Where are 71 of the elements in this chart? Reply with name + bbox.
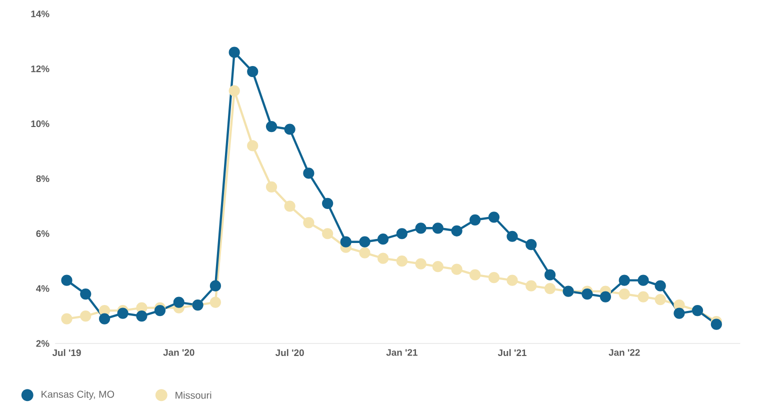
point [228, 46, 240, 58]
point [432, 222, 444, 234]
point [303, 168, 314, 179]
point [117, 308, 128, 319]
point [638, 274, 649, 286]
point [415, 222, 426, 234]
point [488, 272, 500, 284]
y-tick-label: 4% [36, 285, 50, 292]
point [451, 225, 462, 236]
y-tick-label: 12% [31, 65, 50, 72]
y-tick-label: 14% [31, 10, 50, 18]
point [600, 291, 612, 302]
point [618, 288, 630, 300]
point [61, 313, 72, 324]
y-tick-label: 2% [36, 340, 50, 347]
point [173, 296, 184, 308]
point [80, 310, 92, 322]
point [506, 230, 518, 242]
point [470, 269, 481, 280]
point [654, 280, 666, 292]
point [526, 280, 537, 292]
point [654, 294, 666, 306]
y-tick-label: 6% [36, 230, 50, 237]
point [544, 282, 556, 294]
point [266, 181, 278, 192]
x-tick-label: Jan '22 [608, 349, 640, 356]
x-tick-label: Jan '21 [386, 349, 418, 356]
point [544, 269, 556, 280]
point [432, 261, 444, 272]
point [488, 212, 500, 223]
point [228, 85, 240, 96]
point [396, 256, 408, 267]
point [674, 308, 685, 319]
point [136, 310, 148, 322]
x-tick-label: Jul '21 [498, 349, 526, 356]
point [340, 236, 352, 248]
y-tick-label: 8% [36, 175, 50, 182]
point [322, 228, 334, 240]
point [618, 274, 630, 286]
point [470, 214, 481, 226]
point [526, 239, 537, 250]
point [247, 140, 258, 152]
point [61, 274, 72, 286]
point [247, 66, 258, 78]
point [210, 280, 222, 292]
point [506, 274, 518, 286]
point [451, 264, 462, 275]
point [415, 258, 426, 270]
point [377, 234, 389, 245]
point [284, 200, 296, 212]
point [710, 318, 722, 330]
legend-label: Kansas City, MO [42, 390, 114, 400]
legend-label: Missouri [176, 391, 212, 399]
y-tick-label: 10% [31, 120, 50, 128]
point [322, 198, 334, 209]
x-tick-label: Jul '20 [275, 349, 304, 356]
point [396, 228, 408, 240]
point [154, 304, 166, 316]
x-tick-label: Jul '19 [52, 349, 81, 356]
point [80, 288, 92, 300]
point [266, 120, 278, 132]
point [284, 124, 296, 135]
point [377, 252, 389, 264]
point [359, 236, 370, 248]
x-tick-label: Jan '20 [163, 349, 194, 356]
point [303, 217, 314, 228]
point [98, 313, 110, 324]
point [210, 296, 222, 308]
point [582, 288, 593, 300]
point [638, 291, 649, 302]
point [359, 247, 370, 258]
